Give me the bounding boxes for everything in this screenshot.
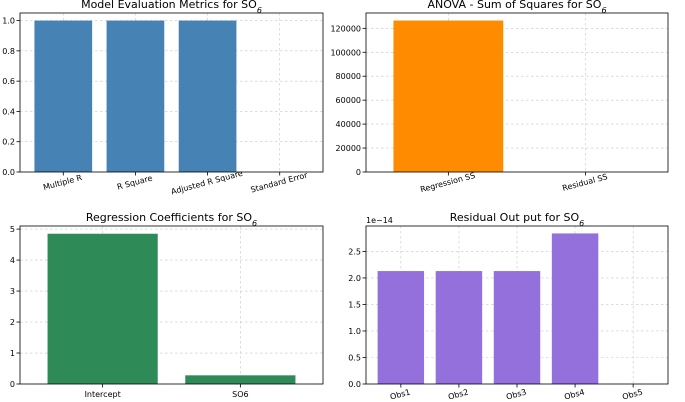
x-tick-label: Obs5: [621, 388, 643, 402]
y-tick-label: 60000: [336, 96, 361, 105]
axis-offset-label: 1e−14: [366, 216, 393, 225]
bar-intercept: [47, 233, 158, 384]
y-tick-label: 2: [10, 318, 15, 327]
y-tick-label: 1: [10, 349, 15, 358]
y-tick-label: 1.5: [348, 300, 361, 309]
y-tick-label: 0.6: [2, 77, 15, 86]
subplot-title: Model Evaluation Metrics for SO6: [81, 0, 262, 15]
bar-obs4: [551, 233, 599, 384]
y-tick-label: 2.0: [348, 274, 361, 283]
x-tick-label: Regression SS: [419, 171, 476, 194]
y-tick-label: 0.5: [348, 353, 361, 362]
y-tick-label: 0.4: [2, 107, 15, 116]
bar-r-square: [106, 20, 165, 173]
y-tick-label: 1.0: [2, 17, 15, 26]
x-tick-label: Obs4: [563, 388, 585, 402]
y-tick-label: 0: [10, 380, 15, 389]
x-tick-label: Obs3: [505, 388, 527, 402]
y-tick-label: 0.0: [2, 168, 15, 177]
y-tick-label: 2.5: [348, 247, 361, 256]
y-tick-label: 120000: [330, 24, 361, 33]
bar-so6: [185, 375, 296, 384]
bar-obs1: [377, 271, 425, 384]
x-tick-label: R Square: [116, 174, 153, 192]
subplot-2: 0 20000 40000 60000 80000 100000 120000 Regress…: [330, 0, 669, 194]
bar-regression-ss: [393, 20, 504, 172]
y-tick-label: 100000: [330, 48, 361, 57]
y-tick-label: 40000: [336, 120, 361, 129]
x-tick-label: SO6: [232, 390, 248, 399]
x-tick-label: Multiple R: [42, 173, 83, 192]
x-tick-label: Intercept: [85, 390, 121, 399]
y-tick-label: 0: [356, 168, 361, 177]
bar-adjusted-r-square: [178, 20, 237, 173]
subplot-1: 0.0 0.2 0.4 0.6 0.8 1.0 Multiple R R Square Adju…: [2, 0, 324, 197]
subplot-title: Regression Coefficients for SO6: [86, 211, 257, 228]
x-tick-label: Adjusted R Square: [170, 169, 244, 197]
y-tick-label: 80000: [336, 72, 361, 81]
y-tick-label: 3: [10, 287, 15, 296]
axes-frame: [19, 12, 324, 173]
y-tick-label: 4: [10, 256, 15, 265]
subplot-title: ANOVA - Sum of Squares for SO6: [427, 0, 606, 15]
y-tick-label: 1.0: [348, 327, 361, 336]
x-tick-label: Obs1: [389, 388, 411, 402]
x-tick-label: Residual SS: [561, 172, 608, 193]
y-tick-label: 0.2: [2, 138, 15, 147]
subplot-3: 0 1 2 3 4 5 Intercept SO6 Regression Coefficient…: [10, 211, 324, 399]
y-tick-label: 0.8: [2, 47, 15, 56]
axes-frame: [365, 12, 669, 173]
subplot-title: Residual Out put for SO6: [450, 211, 585, 228]
bar-obs2: [435, 271, 483, 384]
y-tick-label: 5: [10, 225, 15, 234]
x-tick-label: Obs2: [447, 388, 469, 402]
y-tick-label: 0.0: [348, 380, 361, 389]
y-tick-label: 20000: [336, 144, 361, 153]
subplot-4: 0.0 0.5 1.0 1.5 2.0 2.5 Obs1 Obs2 Obs3 Obs4 Obs5 Re…: [348, 211, 669, 402]
bar-multiple-r: [34, 20, 93, 173]
axes-frame: [19, 225, 324, 385]
bar-obs3: [493, 271, 541, 384]
